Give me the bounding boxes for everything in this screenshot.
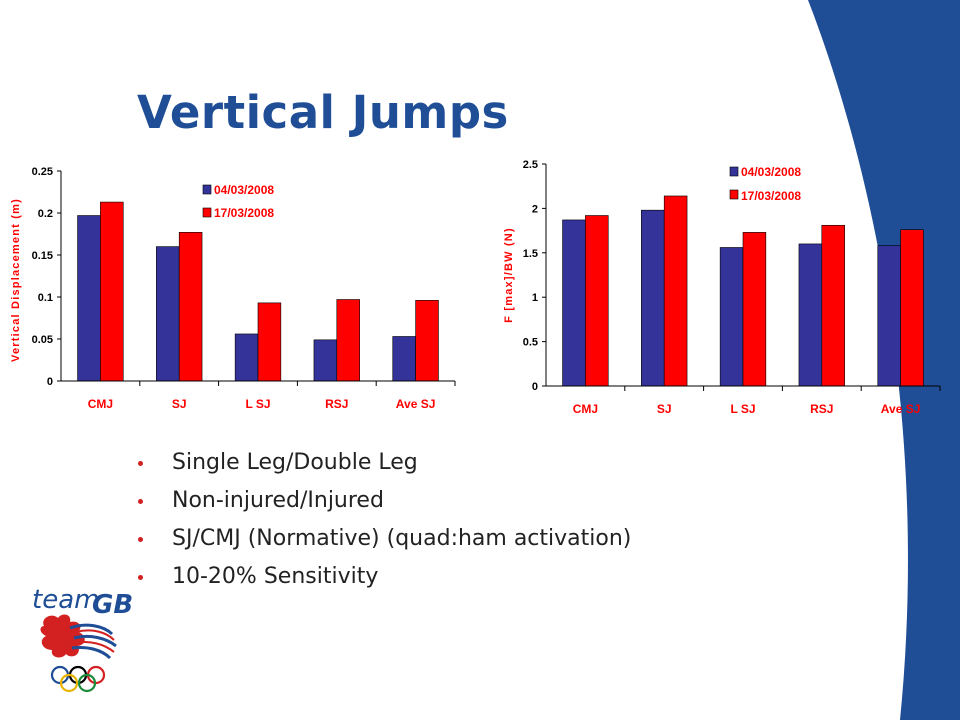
lion-icon (40, 614, 117, 660)
bullet-list: Single Leg/Double Leg Non-injured/Injure… (132, 444, 631, 596)
legend-swatch-series-2 (202, 207, 212, 218)
x-tick-label: L SJ (245, 397, 270, 411)
team-gb-logo: team GB (32, 585, 133, 693)
bullet-item: Single Leg/Double Leg (132, 444, 631, 482)
legend-swatch-series-1 (729, 166, 739, 177)
x-tick-label: SJ (172, 397, 187, 411)
legend: 04/03/2008 17/03/2008 (202, 183, 274, 220)
legend-label-series-1: 04/03/2008 (741, 165, 801, 179)
bullet-dot-icon (138, 537, 143, 542)
x-tick-label: SJ (657, 402, 672, 416)
bar-1-rsj (798, 243, 823, 387)
bar-2-rsj (821, 224, 845, 387)
bullet-text: 10-20% Sensitivity (172, 564, 379, 589)
x-tick-label: RSJ (810, 402, 833, 416)
y-tick-label: 0.5 (523, 337, 538, 349)
y-axis-ticks: 0 0.5 1 1.5 2 2.5 (523, 159, 538, 393)
x-tick-label: Ave SJ (396, 397, 436, 411)
bullet-item: SJ/CMJ (Normative) (quad:ham activation) (132, 520, 631, 558)
x-tick-label: CMJ (573, 402, 598, 416)
bullet-item: Non-injured/Injured (132, 482, 631, 520)
bar-1-cmj (562, 219, 586, 387)
y-tick-label: 1 (532, 292, 538, 304)
y-tick-label: 0.2 (38, 208, 53, 220)
logo-text-gb: GB (92, 590, 133, 620)
bar-2-ave-sj (900, 229, 924, 387)
axes (57, 170, 456, 386)
y-tick-label: 2.5 (523, 159, 538, 171)
olympic-rings-icon (50, 665, 106, 693)
bullet-dot-icon (138, 575, 143, 580)
bar-group (562, 195, 924, 387)
y-tick-label: 0 (47, 376, 53, 388)
bullet-item: 10-20% Sensitivity (132, 558, 631, 596)
axes (542, 163, 941, 391)
legend-label-series-1: 04/03/2008 (214, 183, 274, 197)
slide-title: Vertical Jumps (137, 86, 509, 139)
bullet-dot-icon (138, 499, 143, 504)
bullet-text: SJ/CMJ (Normative) (quad:ham activation) (172, 526, 632, 551)
x-axis-categories: CMJ SJ L SJ RSJ Ave SJ (573, 402, 921, 416)
y-tick-label: 0.05 (32, 334, 53, 346)
x-tick-label: RSJ (325, 397, 348, 411)
y-axis-label: F [max]/BW (N) (503, 227, 515, 323)
y-axis-ticks: 0 0.05 0.1 0.15 0.2 0.25 (32, 166, 53, 388)
bar-1-l-sj (719, 247, 744, 387)
y-axis-label: Vertical Displacement (m) (10, 198, 22, 362)
x-axis-categories: CMJ SJ L SJ RSJ Ave SJ (88, 397, 436, 411)
y-tick-label: 2 (532, 203, 538, 215)
y-tick-label: 0.25 (32, 166, 53, 178)
bar-2-l-sj (742, 232, 767, 387)
x-tick-label: CMJ (88, 397, 113, 411)
y-tick-label: 1.5 (523, 248, 538, 260)
legend-label-series-2: 17/03/2008 (741, 189, 801, 203)
y-tick-label: 0.1 (38, 292, 53, 304)
bar-2-cmj (585, 215, 609, 387)
bullet-text: Single Leg/Double Leg (172, 450, 418, 475)
bar-2-sj (663, 195, 688, 387)
legend-swatch-series-2 (729, 189, 739, 200)
bullet-text: Non-injured/Injured (172, 488, 384, 513)
bar-1-sj (641, 209, 665, 387)
bullet-dot-icon (138, 461, 143, 466)
legend: 04/03/2008 17/03/2008 (729, 165, 801, 203)
y-tick-label: 0.15 (32, 250, 53, 262)
legend-swatch-series-1 (202, 184, 212, 195)
logo-text-team: team (32, 585, 99, 615)
x-tick-label: Ave SJ (881, 402, 921, 416)
x-tick-label: L SJ (730, 402, 755, 416)
bar-1-ave-sj (877, 245, 901, 387)
y-tick-label: 0 (532, 381, 538, 393)
legend-label-series-2: 17/03/2008 (214, 206, 274, 220)
